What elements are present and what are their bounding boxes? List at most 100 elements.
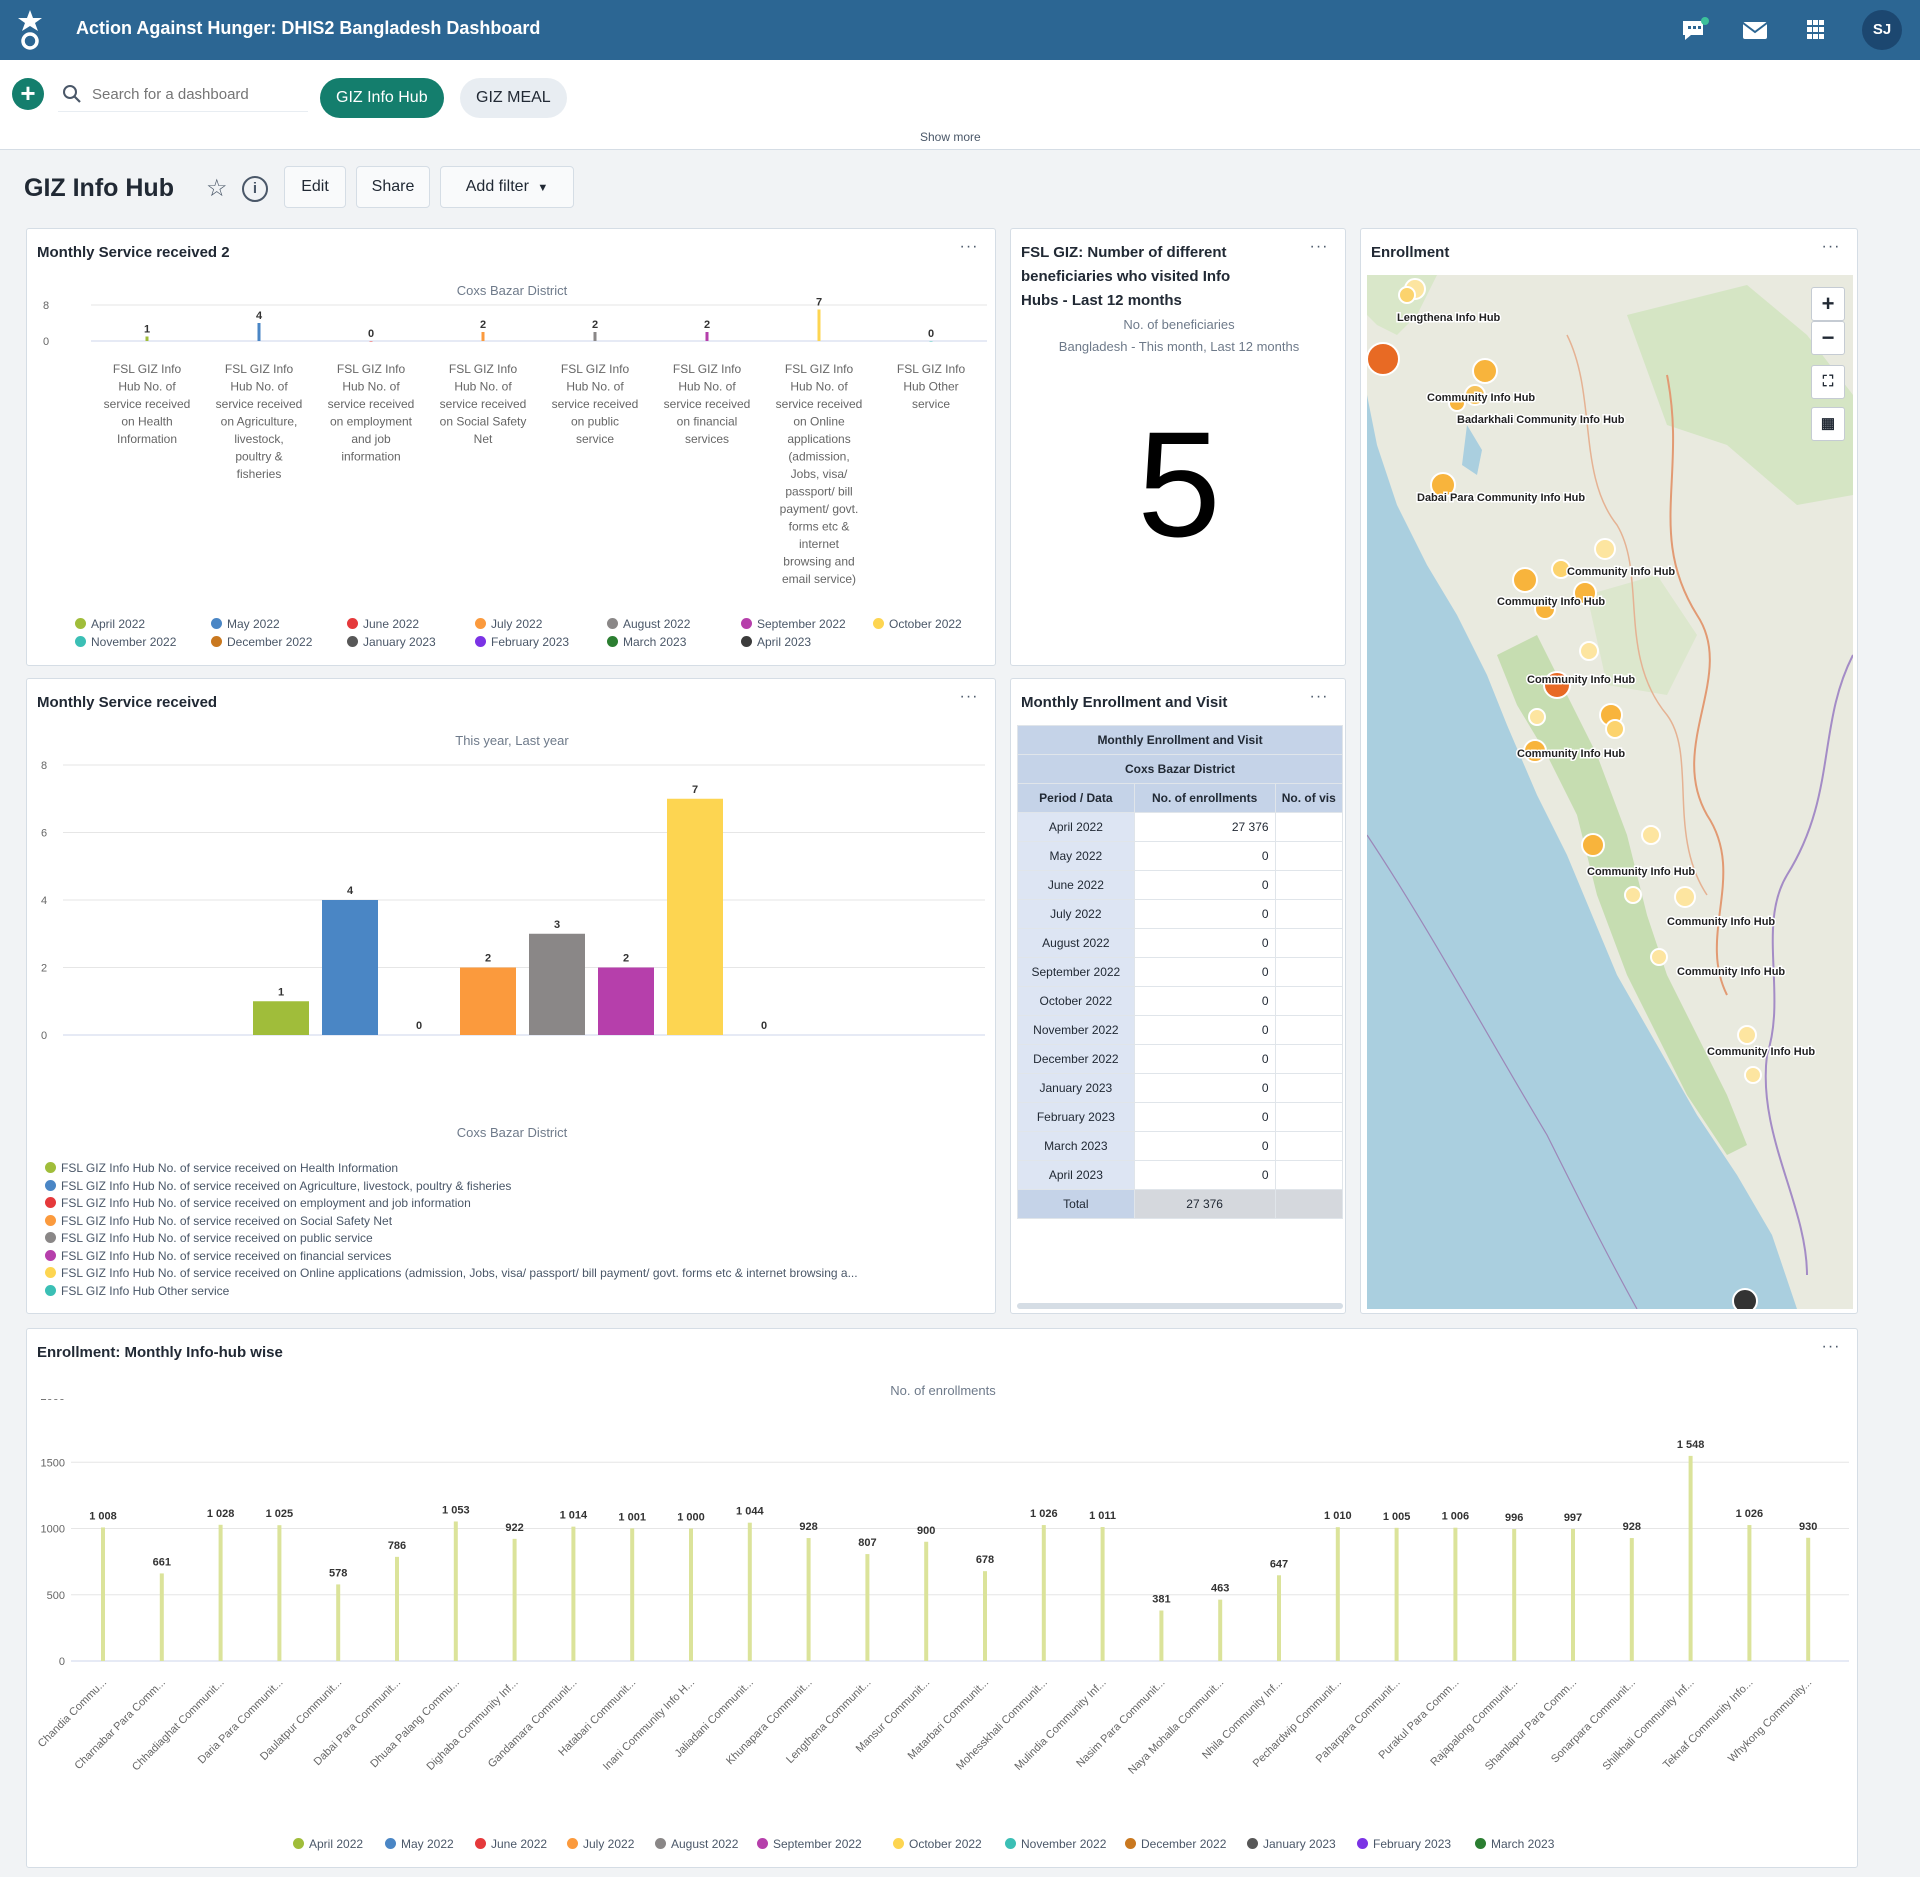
show-more-button[interactable]: Show more [920, 130, 981, 144]
x-tick-label: information [341, 450, 400, 464]
legend-item[interactable]: June 2022 [475, 1837, 547, 1851]
legend-item[interactable]: January 2023 [1247, 1837, 1336, 1851]
legend-item[interactable]: August 2022 [607, 617, 690, 631]
dashboard-chip-giz-meal[interactable]: GIZ MEAL [460, 78, 567, 118]
x-tick-label: services [685, 432, 729, 446]
legend-item[interactable]: October 2022 [893, 1837, 982, 1851]
data-label: 1 026 [1736, 1508, 1764, 1520]
legend-item[interactable]: June 2022 [347, 617, 419, 631]
dashboard-chip-giz-info-hub[interactable]: GIZ Info Hub [320, 78, 444, 118]
card-menu-button[interactable]: ··· [1821, 238, 1841, 255]
star-icon[interactable]: ☆ [206, 175, 228, 202]
messages-icon[interactable] [1740, 16, 1770, 44]
map-view[interactable]: Lengthena Info Hub Community Info Hub Bada… [1367, 275, 1853, 1309]
zoom-out-button[interactable]: − [1811, 321, 1845, 355]
share-button[interactable]: Share [356, 166, 430, 208]
bar [1688, 1455, 1693, 1661]
legend-item[interactable]: May 2022 [211, 617, 280, 631]
legend-item[interactable]: December 2022 [211, 635, 312, 649]
legend-item[interactable]: September 2022 [741, 617, 846, 631]
data-label: 1 000 [677, 1512, 705, 1524]
x-tick-label: Information [117, 432, 177, 446]
data-label: 1 006 [1442, 1511, 1470, 1523]
card-menu-button[interactable]: ··· [959, 688, 979, 705]
legend-label: March 2023 [1491, 1837, 1555, 1851]
legend-item[interactable]: September 2022 [757, 1837, 862, 1851]
data-label: 922 [505, 1522, 523, 1534]
legend-item[interactable]: FSL GIZ Info Hub Other service [45, 1284, 229, 1298]
chart-subtitle: This year, Last year [455, 733, 569, 748]
interpretations-icon[interactable] [1680, 16, 1710, 44]
user-avatar[interactable]: SJ [1862, 10, 1902, 50]
add-dashboard-button[interactable]: + [12, 78, 44, 110]
legend-item[interactable]: March 2023 [1475, 1837, 1554, 1851]
x-tick-label: applications [787, 432, 850, 446]
cell-enrollments: 0 [1133, 986, 1276, 1016]
zoom-in-button[interactable]: + [1811, 287, 1845, 321]
legend-item[interactable]: November 2022 [75, 635, 176, 649]
column-header-visits[interactable]: No. of vis [1274, 783, 1344, 813]
x-tick-label: service received [776, 397, 863, 411]
legend-item[interactable]: April 2023 [741, 635, 811, 649]
legend-color-dot [45, 1197, 56, 1208]
legend-item[interactable]: July 2022 [475, 617, 542, 631]
legend-item[interactable]: October 2022 [873, 617, 962, 631]
edit-button[interactable]: Edit [284, 166, 346, 208]
y-tick-label: 2000 [41, 1399, 65, 1403]
table-row: January 2023 0 [1017, 1073, 1344, 1103]
row-header-period: August 2022 [1017, 928, 1135, 958]
dhis2-logo-icon[interactable] [16, 8, 44, 52]
legend-item[interactable]: April 2022 [293, 1837, 363, 1851]
legend-item[interactable]: August 2022 [655, 1837, 738, 1851]
legend-item[interactable]: July 2022 [567, 1837, 634, 1851]
add-filter-button[interactable]: Add filter ▼ [440, 166, 574, 208]
legend-label: February 2023 [491, 635, 570, 649]
legend-item[interactable]: March 2023 [607, 635, 686, 649]
y-tick-label: 8 [41, 760, 47, 772]
card-menu-button[interactable]: ··· [959, 238, 979, 255]
card-menu-button[interactable]: ··· [1309, 688, 1329, 705]
column-header-enrollments[interactable]: No. of enrollments [1133, 783, 1276, 813]
apps-grid-icon[interactable] [1800, 16, 1830, 44]
search-input[interactable] [92, 82, 302, 106]
legend-item[interactable]: February 2023 [475, 635, 569, 649]
legend-item[interactable]: FSL GIZ Info Hub No. of service received… [45, 1266, 858, 1280]
info-icon[interactable]: i [242, 176, 268, 202]
legend-item[interactable]: February 2023 [1357, 1837, 1451, 1851]
legend-color-dot [293, 1838, 304, 1849]
x-tick-label: service [576, 432, 614, 446]
bar [1629, 1538, 1634, 1661]
cell-visits [1274, 899, 1344, 929]
legend-item[interactable]: January 2023 [347, 635, 436, 649]
table-row: August 2022 0 [1017, 928, 1344, 958]
horizontal-scrollbar[interactable] [1017, 1303, 1343, 1309]
legend-item[interactable]: FSL GIZ Info Hub No. of service received… [45, 1161, 398, 1175]
legend-label: September 2022 [757, 617, 846, 631]
legend-item[interactable]: FSL GIZ Info Hub No. of service received… [45, 1214, 392, 1228]
legend-item[interactable]: FSL GIZ Info Hub No. of service received… [45, 1249, 391, 1263]
card-menu-button[interactable]: ··· [1821, 1338, 1841, 1355]
legend-item[interactable]: December 2022 [1125, 1837, 1226, 1851]
legend-item[interactable]: FSL GIZ Info Hub No. of service received… [45, 1231, 373, 1245]
total-enrollments: 27 376 [1133, 1189, 1276, 1219]
legend-item[interactable]: April 2022 [75, 617, 145, 631]
legend-item[interactable]: May 2022 [385, 1837, 454, 1851]
fullscreen-icon[interactable]: ⛶ [1811, 365, 1845, 399]
row-header-period: January 2023 [1017, 1073, 1135, 1103]
legend-color-dot [893, 1838, 904, 1849]
card-menu-button[interactable]: ··· [1309, 238, 1329, 255]
card-fsl-giz-beneficiaries: FSL GIZ: Number of different beneficiari… [1010, 228, 1346, 666]
legend-color-dot [607, 618, 618, 629]
legend-color-dot [741, 636, 752, 647]
legend-item[interactable]: FSL GIZ Info Hub No. of service received… [45, 1179, 511, 1193]
pivot-table-title: Monthly Enrollment and Visit [1017, 725, 1343, 755]
bar [747, 1522, 752, 1661]
data-label: 7 [692, 784, 698, 796]
legend-item[interactable]: November 2022 [1005, 1837, 1106, 1851]
legend-label: December 2022 [1141, 1837, 1227, 1851]
app-header: Action Against Hunger: DHIS2 Bangladesh … [0, 0, 1920, 60]
data-table-icon[interactable]: ▦ [1811, 407, 1845, 441]
cell-visits [1274, 1044, 1344, 1074]
data-label: 647 [1270, 1558, 1288, 1570]
legend-item[interactable]: FSL GIZ Info Hub No. of service received… [45, 1196, 471, 1210]
